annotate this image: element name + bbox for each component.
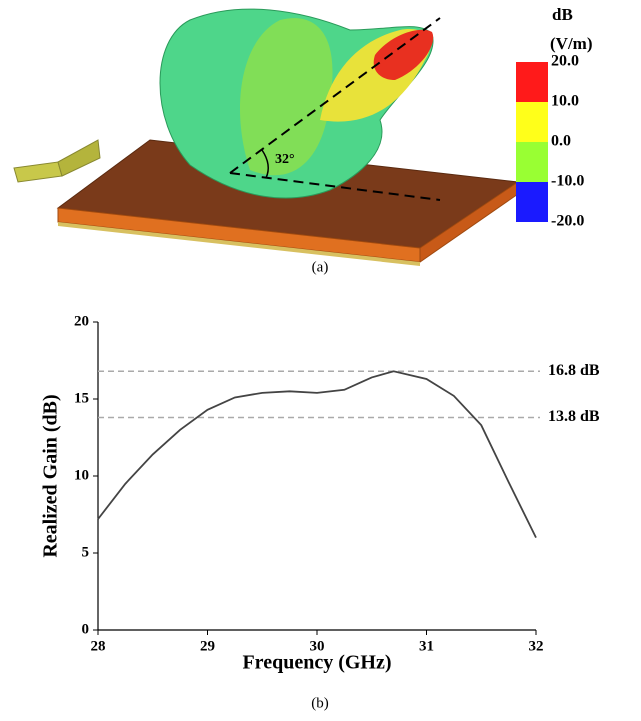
colorbar-title: dB	[552, 5, 573, 24]
reference-label: 16.8 dB	[548, 362, 600, 379]
colorbar-tick-label: 20.0	[551, 53, 579, 70]
y-axis-label: Realized Gain (dB)	[40, 394, 62, 557]
x-tick-label: 29	[200, 638, 215, 654]
y-tick-label: 0	[82, 621, 90, 637]
colorbar-tick-label: -10.0	[551, 173, 584, 190]
x-tick-label: 32	[529, 638, 544, 654]
y-tick-label: 5	[82, 544, 90, 560]
x-tick-label: 31	[419, 638, 434, 654]
reference-label: 13.8 dB	[548, 408, 600, 425]
data-line	[97, 370, 537, 538]
x-tick-label: 30	[310, 638, 325, 654]
caption: (a)	[312, 259, 329, 275]
y-tick-label: 20	[74, 313, 89, 329]
x-tick-label: 28	[91, 638, 106, 654]
colorbar-segment	[516, 62, 548, 102]
colorbar-title: (V/m)	[550, 34, 592, 53]
colorbar-segment	[516, 102, 548, 142]
colorbar-tick-label: 0.0	[551, 133, 571, 150]
y-tick-label: 10	[74, 467, 89, 483]
colorbar-segment	[516, 142, 548, 182]
antenna-render	[13, 8, 520, 266]
x-axis-label: Frequency (GHz)	[242, 652, 391, 674]
caption: (b)	[311, 695, 329, 711]
angle-label: 32°	[275, 152, 295, 167]
colorbar-segment	[516, 182, 548, 222]
colorbar-tick-label: 10.0	[551, 93, 579, 110]
colorbar-tick-label: -20.0	[551, 213, 584, 230]
y-tick-label: 15	[74, 390, 89, 406]
